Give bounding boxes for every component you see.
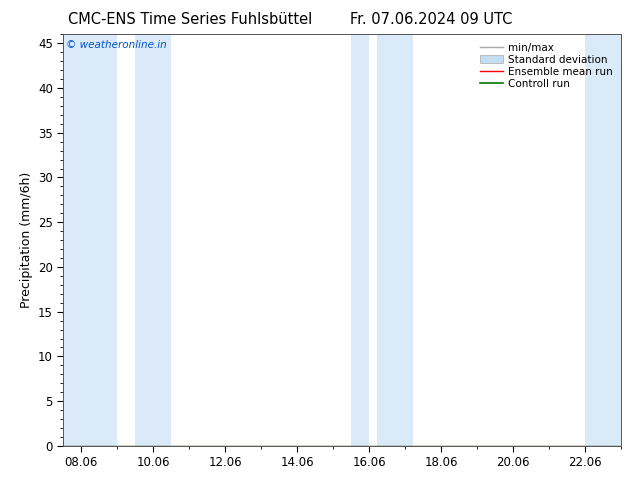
Text: Fr. 07.06.2024 09 UTC: Fr. 07.06.2024 09 UTC — [350, 12, 512, 27]
Y-axis label: Precipitation (mm/6h): Precipitation (mm/6h) — [20, 172, 32, 308]
Text: CMC-ENS Time Series Fuhlsbüttel: CMC-ENS Time Series Fuhlsbüttel — [68, 12, 313, 27]
Bar — [351, 34, 370, 446]
Bar — [63, 34, 117, 446]
Text: © weatheronline.in: © weatheronline.in — [66, 41, 167, 50]
Bar — [585, 34, 621, 446]
Legend: min/max, Standard deviation, Ensemble mean run, Controll run: min/max, Standard deviation, Ensemble me… — [477, 40, 616, 92]
Bar — [136, 34, 171, 446]
Bar — [377, 34, 413, 446]
